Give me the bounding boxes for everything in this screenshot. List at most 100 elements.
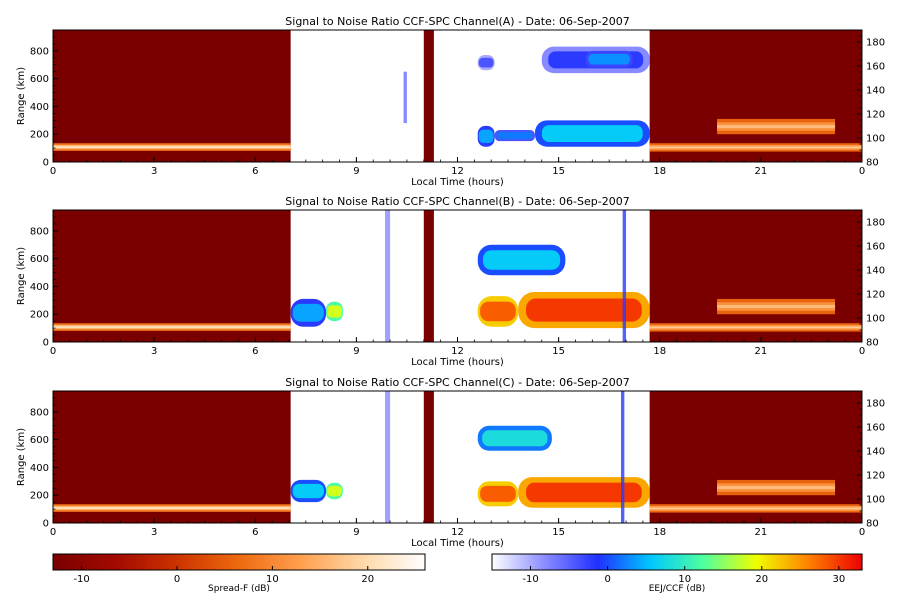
colorbar-swatch bbox=[353, 554, 358, 570]
colorbar-swatch bbox=[846, 554, 851, 570]
colorbar-swatch bbox=[797, 554, 801, 570]
colorbar-swatch bbox=[359, 554, 364, 570]
colorbar-swatch bbox=[155, 554, 159, 570]
spread-f-background bbox=[649, 210, 862, 342]
colorbar-swatch bbox=[254, 554, 259, 570]
x-tick-label: 9 bbox=[353, 527, 359, 538]
colorbar-swatch bbox=[575, 554, 579, 570]
colorbar-swatch bbox=[108, 554, 113, 570]
y-tick-label: 400 bbox=[30, 282, 49, 293]
colorbar-swatch bbox=[285, 554, 290, 570]
colorbar-swatch bbox=[139, 554, 144, 570]
colorbar-swatch bbox=[726, 554, 731, 570]
colorbar-swatch bbox=[366, 554, 370, 570]
colorbar-swatch bbox=[720, 554, 724, 570]
colorbar-swatch bbox=[729, 554, 734, 570]
x-tick-label: 21 bbox=[755, 527, 768, 538]
colorbar-swatch bbox=[525, 554, 530, 570]
eej-echo-core bbox=[482, 250, 561, 270]
colorbar-tick-label: 10 bbox=[266, 574, 279, 585]
colorbar-swatch bbox=[164, 554, 169, 570]
colorbar-swatch bbox=[831, 554, 835, 570]
colorbar-swatch bbox=[686, 554, 690, 570]
colorbar-swatch bbox=[803, 554, 808, 570]
colorbar-swatch bbox=[670, 554, 675, 570]
x-tick-label: 6 bbox=[252, 527, 258, 538]
eej-echo-core bbox=[497, 132, 533, 140]
colorbar-swatch bbox=[161, 554, 166, 570]
colorbar-swatch bbox=[276, 554, 280, 570]
spread-f-layer-peak bbox=[649, 507, 862, 510]
colorbar-swatch bbox=[136, 554, 141, 570]
colorbar-swatch bbox=[245, 554, 249, 570]
colorbar-swatch bbox=[409, 554, 414, 570]
right-y-tick-label: 100 bbox=[866, 314, 885, 325]
x-tick-label: 9 bbox=[353, 166, 359, 177]
colorbar-swatch bbox=[263, 554, 268, 570]
colorbar-swatch bbox=[578, 554, 583, 570]
right-y-tick-label: 180 bbox=[866, 38, 885, 49]
streak bbox=[403, 71, 407, 124]
colorbar-swatch bbox=[760, 554, 764, 570]
chart-title: Signal to Noise Ratio CCF-SPC Channel(B)… bbox=[285, 195, 629, 208]
colorbar-swatch bbox=[344, 554, 349, 570]
x-tick-label: 0 bbox=[50, 346, 56, 357]
colorbar-swatch bbox=[606, 554, 610, 570]
colorbar-swatch bbox=[319, 554, 324, 570]
colorbar-swatch bbox=[741, 554, 746, 570]
colorbar-tick-label: 0 bbox=[174, 574, 180, 585]
colorbar-swatch bbox=[809, 554, 814, 570]
y-tick-label: 400 bbox=[30, 463, 49, 474]
y-axis-label: Range (km) bbox=[16, 428, 27, 486]
colorbar-swatch bbox=[375, 554, 380, 570]
colorbar-swatch bbox=[304, 554, 308, 570]
y-tick-label: 800 bbox=[30, 46, 49, 57]
colorbar-tick-label: -10 bbox=[522, 574, 538, 585]
colorbar-swatch bbox=[400, 554, 404, 570]
colorbar-swatch bbox=[173, 554, 178, 570]
colorbar-swatch bbox=[121, 554, 125, 570]
colorbar-swatch bbox=[297, 554, 302, 570]
x-tick-label: 12 bbox=[451, 166, 464, 177]
colorbar-swatch bbox=[335, 554, 339, 570]
colorbar-swatch bbox=[406, 554, 411, 570]
colorbar-swatch bbox=[852, 554, 857, 570]
colorbar-swatch bbox=[609, 554, 613, 570]
colorbar-swatch bbox=[260, 554, 265, 570]
colorbar-swatch bbox=[522, 554, 527, 570]
colorbar-swatch bbox=[692, 554, 697, 570]
colorbar-swatch bbox=[621, 554, 626, 570]
colorbar-swatch bbox=[825, 554, 829, 570]
colorbar-swatch bbox=[603, 554, 607, 570]
colorbar-swatch bbox=[403, 554, 407, 570]
y-tick-label: 800 bbox=[30, 226, 49, 237]
x-tick-label: 21 bbox=[755, 346, 768, 357]
colorbar-swatch bbox=[754, 554, 758, 570]
colorbar-swatch bbox=[62, 554, 66, 570]
colorbar-swatch bbox=[806, 554, 811, 570]
colorbar-swatch bbox=[273, 554, 277, 570]
x-tick-label: 0 bbox=[859, 346, 865, 357]
y-tick-label: 0 bbox=[43, 519, 49, 530]
eej-echo-core bbox=[327, 485, 342, 497]
chart-title: Signal to Noise Ratio CCF-SPC Channel(C)… bbox=[285, 376, 630, 389]
spread-f-background bbox=[423, 30, 434, 162]
colorbar-swatch bbox=[837, 554, 842, 570]
colorbar-swatch bbox=[133, 554, 138, 570]
colorbar-swatch bbox=[516, 554, 521, 570]
colorbar-swatch bbox=[239, 554, 243, 570]
colorbar-swatch bbox=[384, 554, 389, 570]
colorbar-swatch bbox=[204, 554, 209, 570]
right-y-tick-label: 140 bbox=[866, 86, 885, 97]
y-tick-label: 0 bbox=[43, 158, 49, 169]
colorbar-swatch bbox=[152, 554, 156, 570]
colorbar-swatch bbox=[800, 554, 805, 570]
colorbar-swatch bbox=[235, 554, 240, 570]
colorbar-swatch bbox=[291, 554, 296, 570]
x-tick-label: 3 bbox=[151, 346, 157, 357]
colorbar-swatch bbox=[723, 554, 727, 570]
colorbar-swatch bbox=[584, 554, 589, 570]
colorbar-swatch bbox=[498, 554, 502, 570]
spread-f-layer-peak bbox=[53, 146, 291, 148]
spread-f-background bbox=[649, 391, 862, 523]
